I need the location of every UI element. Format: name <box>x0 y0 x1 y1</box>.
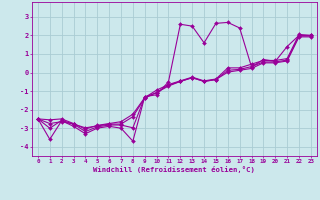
X-axis label: Windchill (Refroidissement éolien,°C): Windchill (Refroidissement éolien,°C) <box>93 166 255 173</box>
